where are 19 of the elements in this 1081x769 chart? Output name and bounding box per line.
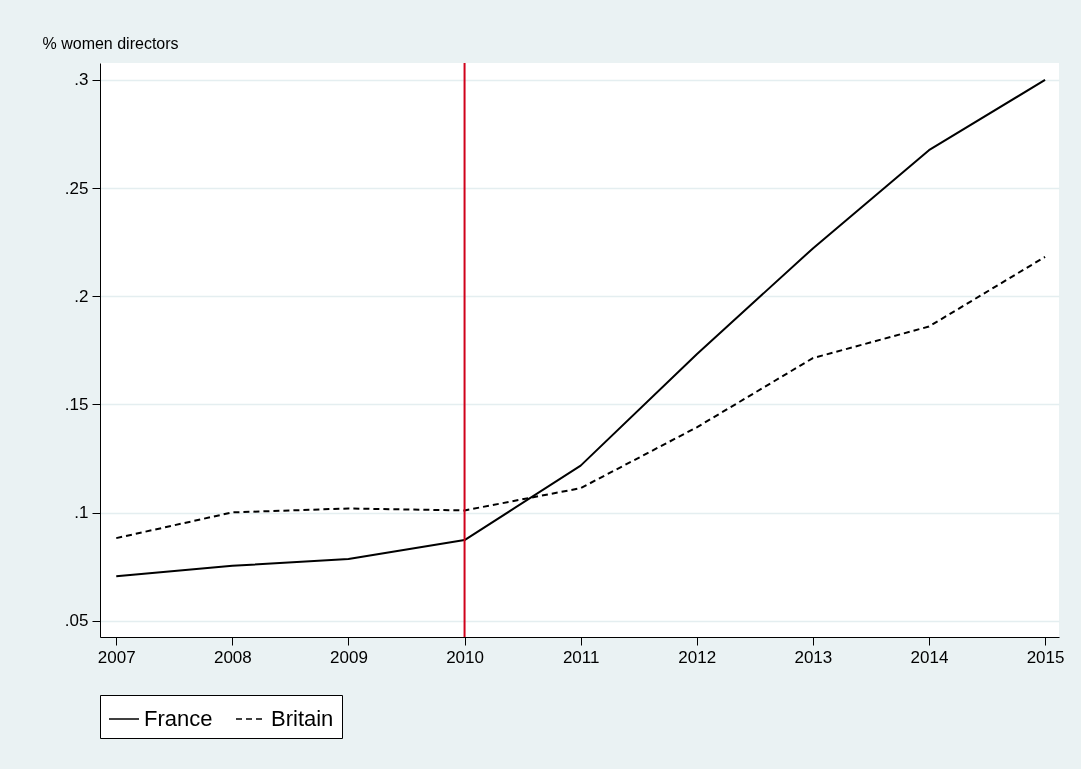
y-tick-label: .05 [64,611,89,631]
x-tick-label: 2012 [678,647,717,667]
y-tick-label: .15 [64,394,89,414]
x-tick-label: 2008 [213,647,252,667]
x-tick-label: 2013 [794,647,833,667]
legend-label: France [144,706,213,731]
y-tick-label: .25 [64,178,89,198]
x-tick-label: 2015 [1026,647,1065,667]
x-tick-label: 2007 [97,647,136,667]
y-axis-title: % women directors [42,34,179,52]
x-tick-label: 2011 [562,647,600,667]
x-tick-label: 2014 [910,647,949,667]
y-tick-label: .2 [74,286,89,306]
x-tick-label: 2010 [446,647,484,667]
y-tick-label: .3 [74,70,89,90]
legend-label: Britain [271,706,334,731]
y-tick-label: .1 [74,503,89,523]
line-series [115,78,1047,578]
x-tick-label: 2009 [330,647,368,667]
